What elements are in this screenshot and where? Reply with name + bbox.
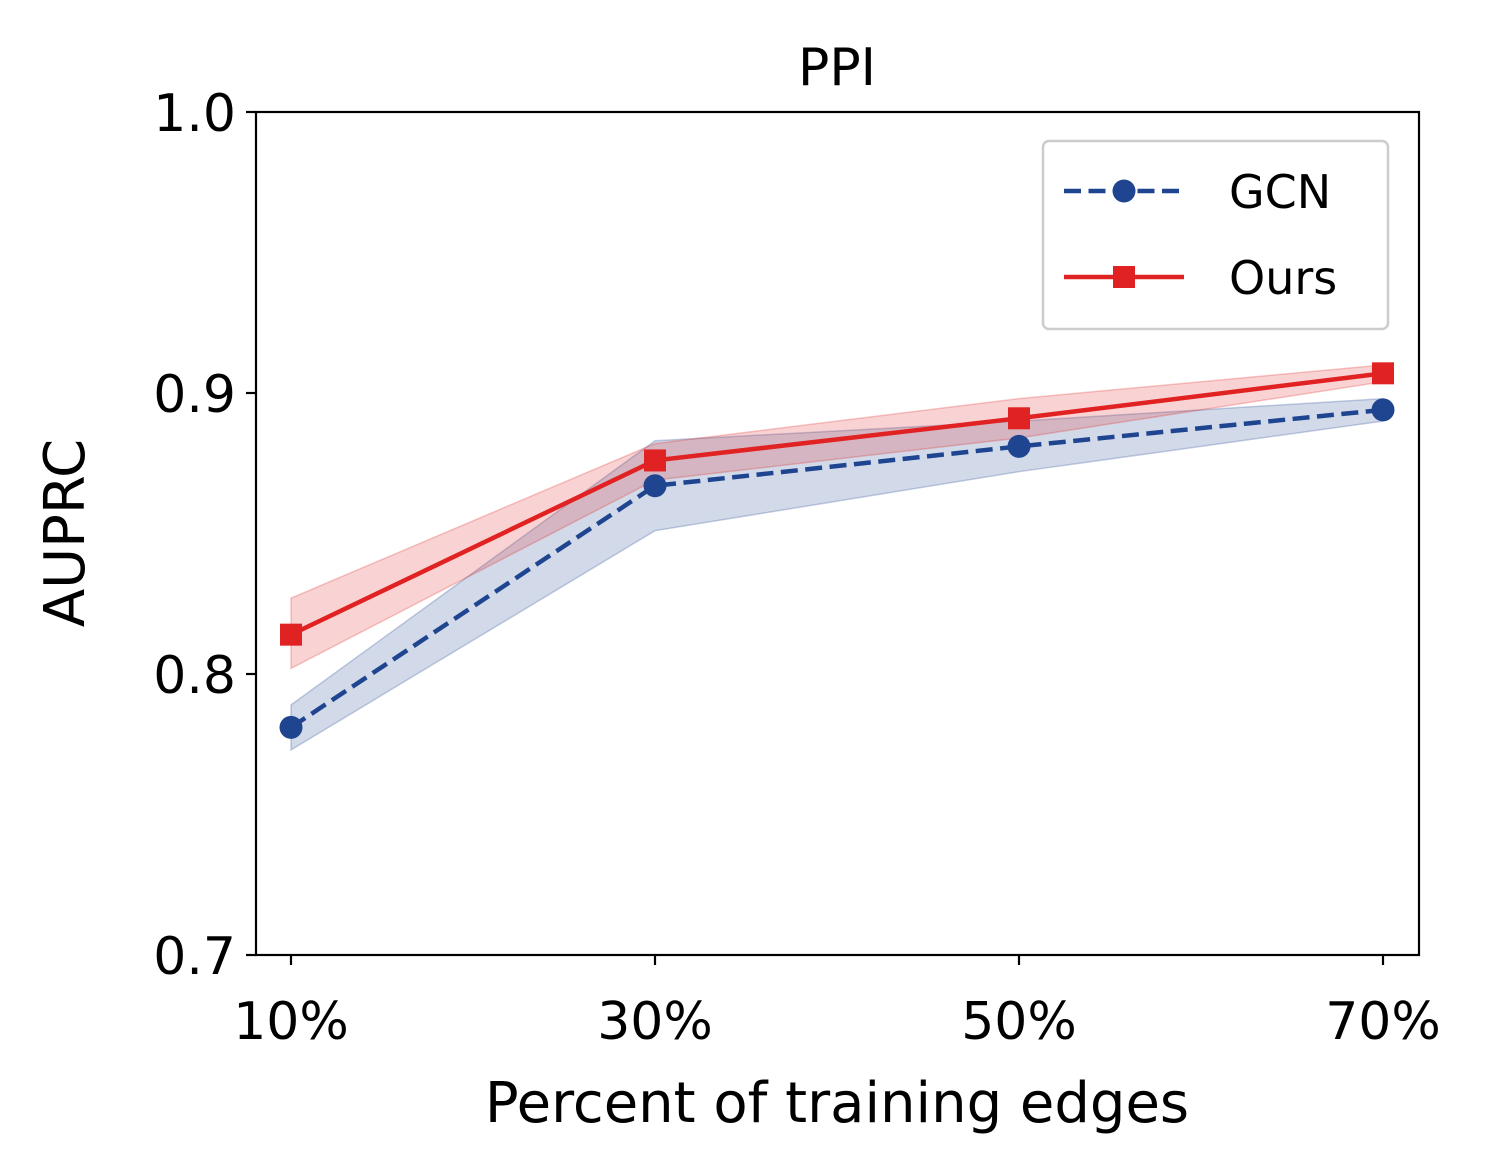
x-axis-ticks: 10% 30% 50% 70% (233, 955, 1441, 1052)
ours-point (1372, 362, 1394, 385)
x-tick-label: 50% (961, 992, 1077, 1052)
x-tick-label: 10% (233, 992, 349, 1052)
legend-ours-marker (1113, 266, 1135, 288)
gcn-point (643, 474, 667, 498)
ours-point (644, 449, 666, 472)
plot-area-frame (254, 110, 1421, 957)
series-lines (289, 371, 1384, 730)
x-tick-label: 30% (597, 992, 713, 1052)
x-tick-label: 70% (1325, 992, 1441, 1052)
legend-ours-label: Ours (1229, 251, 1337, 305)
x-axis-label: Percent of training edges (485, 1071, 1189, 1136)
y-tick-label: 0.8 (153, 646, 236, 706)
y-axis-ticks: 0.7 0.8 0.9 1.0 (153, 84, 256, 987)
y-tick-label: 0.7 (153, 927, 236, 987)
legend-gcn-marker (1112, 179, 1136, 203)
confidence-bands (290, 364, 1384, 752)
gcn-point (1371, 398, 1395, 422)
y-axis-label: AUPRC (33, 439, 98, 627)
ours-point (1008, 407, 1030, 430)
legend-gcn-label: GCN (1229, 165, 1331, 219)
ours-series-line (290, 371, 1384, 637)
series-markers (279, 362, 1395, 739)
legend-items: GCN Ours (1064, 165, 1337, 305)
gcn-point (279, 715, 303, 739)
gcn-series-line (289, 407, 1384, 730)
chart-title: PPI (798, 38, 876, 98)
y-tick-label: 0.9 (153, 365, 236, 425)
ours-point (280, 623, 302, 646)
legend: GCN Ours (1041, 139, 1390, 331)
y-tick-label: 1.0 (153, 84, 236, 144)
gcn-point (1007, 434, 1031, 458)
